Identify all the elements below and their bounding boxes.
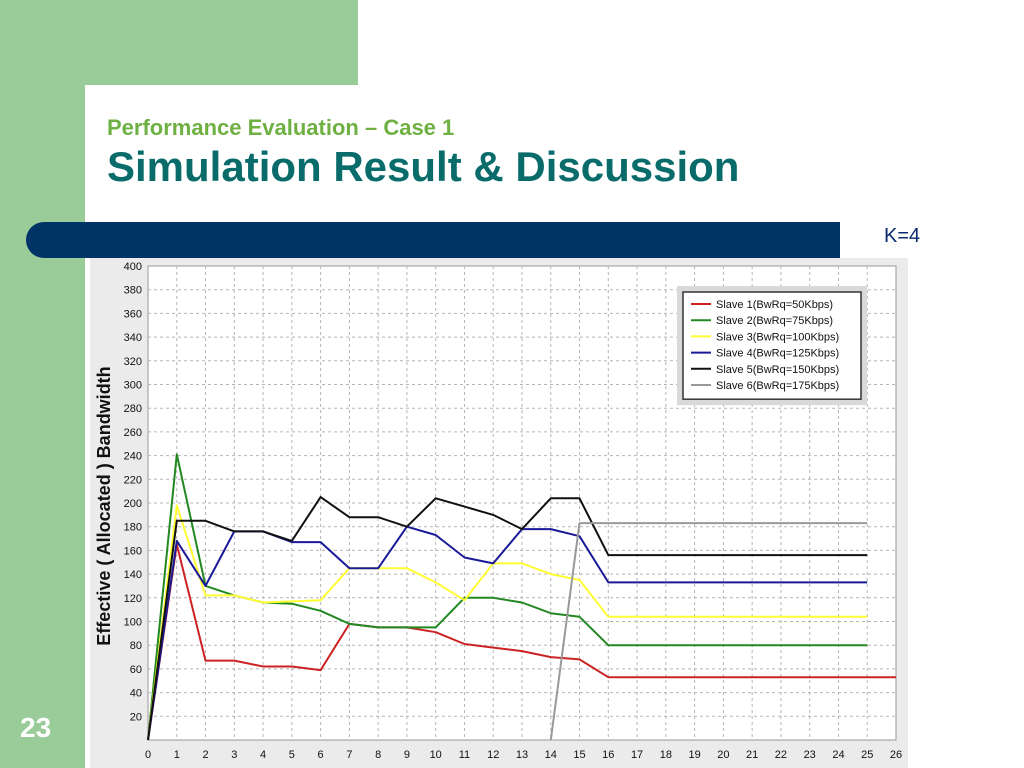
x-tick-label: 24 xyxy=(832,749,844,761)
x-tick-label: 26 xyxy=(890,749,902,761)
y-tick-label: 220 xyxy=(124,474,142,486)
x-tick-label: 7 xyxy=(346,749,352,761)
series-line-3 xyxy=(147,504,868,741)
left-green-panel xyxy=(0,0,85,768)
x-tick-label: 15 xyxy=(573,749,585,761)
content-corner xyxy=(85,85,185,185)
y-tick-label: 180 xyxy=(124,522,142,534)
legend-label: Slave 4(BwRq=125Kbps) xyxy=(716,348,839,360)
x-tick-label: 0 xyxy=(145,749,151,761)
x-tick-label: 3 xyxy=(231,749,237,761)
y-tick-label: 80 xyxy=(130,640,142,652)
x-tick-label: 4 xyxy=(260,749,266,761)
y-tick-label: 300 xyxy=(124,380,142,392)
y-tick-label: 20 xyxy=(130,711,142,723)
series-line-1 xyxy=(147,543,896,741)
series-line-5 xyxy=(147,496,868,741)
x-tick-label: 19 xyxy=(688,749,700,761)
x-tick-label: 5 xyxy=(289,749,295,761)
legend-label: Slave 6(BwRq=175Kbps) xyxy=(716,380,839,392)
x-tick-label: 10 xyxy=(430,749,442,761)
y-tick-label: 380 xyxy=(124,285,142,297)
legend-label: Slave 1(BwRq=50Kbps) xyxy=(716,299,833,311)
x-tick-label: 23 xyxy=(804,749,816,761)
x-tick-label: 21 xyxy=(746,749,758,761)
y-tick-label: 140 xyxy=(124,569,142,581)
legend-label: Slave 5(BwRq=150Kbps) xyxy=(716,364,839,376)
x-tick-label: 20 xyxy=(717,749,729,761)
y-tick-label: 240 xyxy=(124,451,142,463)
y-tick-label: 320 xyxy=(124,356,142,368)
y-tick-label: 160 xyxy=(124,545,142,557)
x-tick-label: 22 xyxy=(775,749,787,761)
y-tick-label: 280 xyxy=(124,403,142,415)
y-tick-label: 120 xyxy=(124,593,142,605)
y-tick-label: 360 xyxy=(124,308,142,320)
y-tick-label: 200 xyxy=(124,498,142,510)
y-tick-label: 100 xyxy=(124,617,142,629)
x-tick-label: 12 xyxy=(487,749,499,761)
x-tick-label: 6 xyxy=(318,749,324,761)
x-tick-label: 18 xyxy=(660,749,672,761)
x-tick-label: 17 xyxy=(631,749,643,761)
x-tick-label: 9 xyxy=(404,749,410,761)
chart-canvas: 0 1 2 3 4 5 6 7 8 9 10 11 12 13 14 15 16 17 18 19 20 21 22 23 24… xyxy=(90,258,908,768)
page-number: 23 xyxy=(20,712,52,743)
x-tick-label: 2 xyxy=(202,749,208,761)
x-tick-label: 8 xyxy=(375,749,381,761)
x-tick-label: 16 xyxy=(602,749,614,761)
y-tick-label: 260 xyxy=(124,427,142,439)
x-tick-label: 13 xyxy=(516,749,528,761)
k-value-label: K=4 xyxy=(884,225,921,247)
y-tick-label: 40 xyxy=(130,688,142,700)
y-tick-label: 400 xyxy=(124,261,142,273)
y-axis-label: Effective ( Allocated ) Bandwidth xyxy=(94,366,114,645)
x-tick-label: 14 xyxy=(545,749,557,761)
bandwidth-chart: 0 1 2 3 4 5 6 7 8 9 10 11 12 13 14 15 16 17 18 19 20 21 22 23 24… xyxy=(90,258,908,768)
slide-title: Simulation Result & Discussion xyxy=(107,143,740,190)
x-tick-label: 1 xyxy=(174,749,180,761)
legend-label: Slave 2(BwRq=75Kbps) xyxy=(716,315,833,327)
slide-subtitle: Performance Evaluation – Case 1 xyxy=(107,115,455,140)
x-tick-label: 11 xyxy=(459,749,470,761)
x-tick-label: 25 xyxy=(861,749,873,761)
series-line-6 xyxy=(549,522,868,741)
title-underline-bar xyxy=(26,222,840,258)
y-tick-label: 340 xyxy=(124,332,142,344)
legend-label: Slave 3(BwRq=100Kbps) xyxy=(716,331,839,343)
legend-box xyxy=(682,291,862,400)
y-tick-label: 60 xyxy=(130,664,142,676)
